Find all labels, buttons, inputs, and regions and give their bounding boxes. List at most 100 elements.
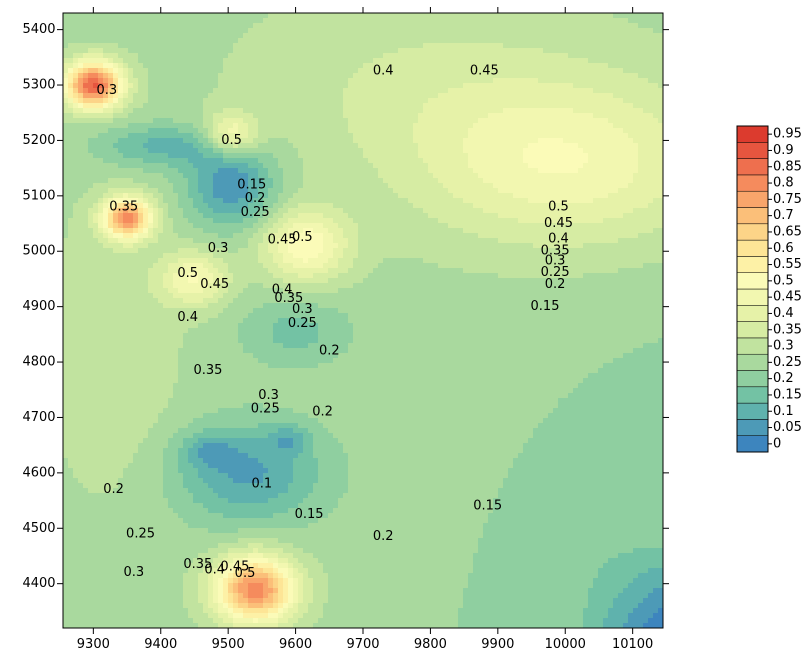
field-cell-2488 [503, 113, 509, 119]
field-cell-171 [318, 18, 324, 24]
field-cell-4322 [73, 193, 79, 199]
field-cell-2432 [223, 113, 229, 119]
field-cell-3093 [528, 138, 534, 144]
field-cell-4630 [413, 203, 419, 209]
field-cell-4884 [483, 213, 489, 219]
field-cell-4061 [568, 178, 574, 184]
field-cell-888 [303, 48, 309, 54]
field-cell-2890 [113, 133, 119, 139]
field-cell-2460 [363, 113, 369, 119]
field-cell-1120 [263, 58, 269, 64]
field-cell-794 [433, 43, 439, 49]
field-cell-3654 [333, 163, 339, 169]
field-cell-2827 [398, 128, 404, 134]
field-cell-2466 [393, 113, 399, 119]
field-cell-3189 [408, 143, 414, 149]
field-cell-1578 [153, 78, 159, 84]
field-cell-44 [283, 13, 289, 19]
field-cell-4581 [168, 203, 174, 209]
field-cell-3793 [428, 168, 434, 174]
field-cell-694 [533, 38, 539, 44]
field-cell-3057 [348, 138, 354, 144]
field-cell-577 [548, 33, 554, 39]
field-cell-3543 [378, 158, 384, 164]
field-cell-3383 [178, 153, 184, 159]
field-cell-1481 [268, 73, 274, 79]
field-cell-3472 [623, 153, 629, 159]
field-cell-3805 [488, 168, 494, 174]
field-cell-3830 [613, 168, 619, 174]
field-cell-4486 [293, 198, 299, 204]
field-cell-4504 [383, 198, 389, 204]
field-cell-4040 [463, 178, 469, 184]
field-cell-3959 [658, 173, 663, 179]
field-cell-421 [368, 28, 374, 34]
field-cell-1417 [548, 68, 554, 74]
field-cell-1912 [623, 88, 629, 94]
field-cell-2092 [323, 98, 329, 104]
field-cell-4718 [253, 208, 259, 214]
field-cell-2013 [528, 93, 534, 99]
field-cell-4885 [488, 213, 494, 219]
field-cell-820 [563, 43, 569, 49]
field-cell-3713 [628, 163, 634, 169]
field-cell-4625 [388, 203, 394, 209]
field-cell-3180 [363, 143, 369, 149]
field-cell-3370 [113, 153, 119, 159]
field-cell-4507 [398, 198, 404, 204]
field-cell-2320 [263, 108, 269, 114]
field-cell-1231 [218, 63, 224, 69]
field-cell-4814 [133, 213, 139, 219]
field-cell-3680 [463, 163, 469, 169]
field-cell-3158 [253, 143, 259, 149]
field-cell-42 [273, 13, 279, 19]
field-cell-3274 [233, 148, 239, 154]
field-cell-349 [608, 23, 614, 29]
field-cell-1121 [268, 58, 274, 64]
field-cell-1518 [453, 73, 459, 79]
field-cell-1825 [188, 88, 194, 94]
field-cell-1637 [448, 78, 454, 84]
field-cell-3769 [308, 168, 314, 174]
field-cell-1606 [293, 78, 299, 84]
field-cell-1413 [528, 68, 534, 74]
field-cell-4955 [238, 218, 244, 224]
field-cell-863 [178, 48, 184, 54]
field-cell-1320 [63, 68, 69, 74]
field-cell-4020 [363, 178, 369, 184]
field-cell-785 [388, 43, 394, 49]
field-cell-760 [263, 43, 269, 49]
field-cell-3877 [248, 173, 254, 179]
field-cell-4760 [463, 208, 469, 214]
field-cell-2739 [558, 123, 564, 129]
field-cell-1323 [78, 68, 84, 74]
field-cell-4218 [153, 188, 159, 194]
field-cell-3214 [533, 143, 539, 149]
field-cell-1897 [548, 88, 554, 94]
field-cell-4299 [558, 188, 564, 194]
field-cell-1102 [173, 58, 179, 64]
field-cell-1970 [313, 93, 319, 99]
field-cell-3243 [78, 148, 84, 154]
field-cell-2124 [483, 98, 489, 104]
field-cell-1327 [98, 68, 104, 74]
field-cell-701 [568, 38, 574, 44]
field-cell-2715 [438, 123, 444, 129]
field-cell-3902 [373, 173, 379, 179]
field-cell-3549 [408, 158, 414, 164]
field-cell-1023 [378, 53, 384, 59]
field-cell-3179 [358, 143, 364, 149]
field-cell-2537 [148, 118, 154, 124]
field-cell-3449 [508, 153, 514, 159]
field-cell-2356 [443, 108, 449, 114]
field-cell-2730 [513, 123, 519, 129]
field-cell-1192 [623, 58, 629, 64]
field-cell-1219 [158, 63, 164, 69]
field-cell-4743 [378, 208, 384, 214]
field-cell-1971 [318, 93, 324, 99]
field-cell-4122 [273, 183, 279, 189]
field-cell-4871 [418, 213, 424, 219]
field-cell-4072 [623, 178, 629, 184]
field-cell-4613 [328, 203, 334, 209]
field-cell-2563 [278, 118, 284, 124]
